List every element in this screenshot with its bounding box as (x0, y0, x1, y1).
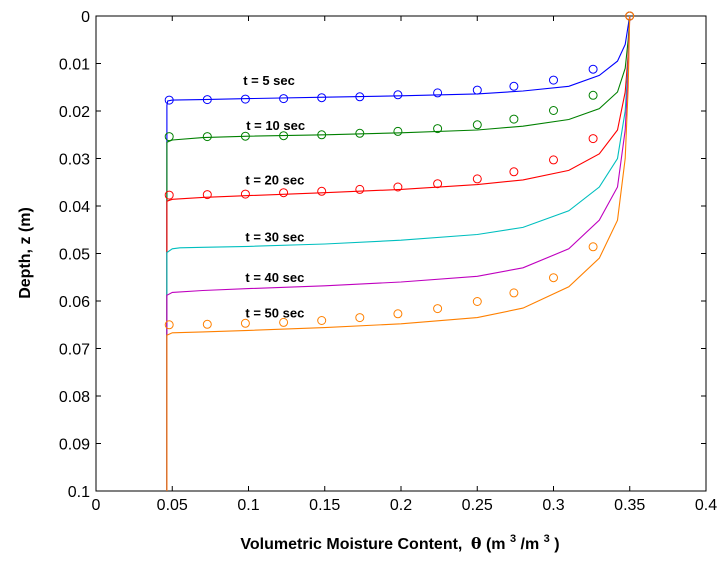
y-tick-label: 0.1 (68, 484, 90, 501)
series-1-marker (317, 93, 327, 103)
series-2-marker (202, 132, 212, 142)
x-axis-label-close: ) (554, 536, 559, 553)
x-axis-label-sup1: 3 (510, 533, 516, 545)
annotation-label-2: t = 10 sec (246, 118, 305, 133)
series-6-marker (433, 304, 443, 314)
series-2-marker (240, 131, 250, 141)
series-3-marker (472, 174, 482, 184)
series-3-marker (509, 167, 519, 177)
series-2-marker (393, 126, 403, 136)
series-3-marker (202, 190, 212, 200)
annotation-label-3: t = 20 sec (245, 173, 304, 188)
x-tick-label: 0.4 (695, 497, 717, 514)
series-1-marker (393, 90, 403, 100)
y-tick-label: 0.05 (59, 247, 90, 264)
x-tick-label: 0.15 (309, 497, 340, 514)
series-1-marker (164, 95, 174, 105)
y-tick-label: 0.09 (59, 437, 90, 454)
series-6-marker (279, 317, 289, 327)
y-tick-label: 0.08 (59, 389, 90, 406)
series-line-2 (166, 15, 631, 491)
series-2-marker (355, 128, 365, 138)
series-6-marker (164, 320, 174, 330)
y-tick-label: 0 (81, 9, 90, 26)
x-tick-label: 0.35 (614, 497, 645, 514)
series-3-marker (549, 155, 558, 165)
series-3-marker (393, 182, 403, 192)
series-1-marker (202, 95, 212, 105)
series-3-marker (588, 134, 598, 144)
series-2-marker (588, 90, 598, 100)
series-line-6 (166, 15, 631, 491)
y-tick-label: 0.07 (59, 342, 90, 359)
series-1-marker (588, 64, 598, 74)
x-axis-label-unit-open: (m (486, 536, 506, 553)
series-1-marker (549, 75, 558, 85)
series-line-1 (166, 15, 631, 491)
x-tick-label: 0.2 (390, 497, 412, 514)
y-axis-ticks: 0 0.01 0.02 0.03 0.04 0.05 0.06 0.07 0.08 0.09 0.1 (59, 9, 706, 501)
annotation-label-5: t = 40 sec (245, 270, 304, 285)
x-tick-label: 0.05 (157, 497, 188, 514)
series-3-marker (164, 190, 174, 200)
series-6-marker (588, 242, 598, 252)
series-markers (164, 11, 635, 330)
annotation-label-6: t = 50 sec (245, 306, 304, 321)
series-6-marker (240, 318, 250, 328)
series-annotations: t = 5 sec t = 10 sec t = 20 sec t = 30 sec t… (243, 73, 305, 321)
series-3-marker (433, 179, 443, 189)
series-line-5 (166, 15, 631, 491)
y-tick-label: 0.06 (59, 294, 90, 311)
series-3-marker (240, 189, 250, 199)
series-line-3 (166, 15, 631, 491)
series-2-marker (279, 131, 289, 141)
series-1-marker (509, 81, 519, 91)
annotation-label-1: t = 5 sec (243, 73, 295, 88)
y-tick-label: 0.01 (59, 57, 90, 74)
series-6-marker (625, 11, 635, 21)
series-1-marker (355, 92, 365, 102)
x-axis-label-sup2: 3 (544, 533, 550, 545)
plot-area (95, 15, 707, 492)
series-6-marker (393, 309, 403, 319)
series-3-marker (279, 188, 289, 198)
series-2-marker (164, 132, 174, 142)
annotation-label-4: t = 30 sec (245, 230, 304, 245)
series-3-marker (355, 184, 365, 194)
series-6-marker (202, 319, 212, 329)
x-axis-ticks: 0 0.05 0.1 0.15 0.2 0.25 0.3 0.35 0.4 (92, 16, 717, 514)
series-1-marker (279, 94, 289, 104)
x-axis-label-theta: θ (471, 534, 482, 553)
series-3-marker (317, 186, 327, 196)
y-tick-label: 0.04 (59, 199, 90, 216)
x-tick-label: 0 (92, 497, 101, 514)
x-axis-label-unit-mid: /m (521, 536, 540, 553)
y-tick-label: 0.02 (59, 104, 90, 121)
series-1-marker (433, 88, 443, 98)
series-2-marker (549, 106, 558, 115)
x-tick-label: 0.25 (462, 497, 493, 514)
x-axis-label-main: Volumetric Moisture Content, (240, 536, 462, 553)
series-2-marker (317, 130, 327, 140)
y-axis-label: Depth, z (m) (17, 207, 34, 299)
series-6-marker (549, 273, 558, 283)
x-axis-label: Volumetric Moisture Content, θ (m 3 /m 3… (240, 529, 559, 553)
series-6-marker (509, 288, 519, 298)
series-6-marker (472, 297, 482, 306)
series-lines (166, 15, 631, 491)
x-tick-label: 0.3 (542, 497, 564, 514)
x-tick-label: 0.1 (237, 497, 259, 514)
series-1-marker (240, 94, 250, 104)
series-2-marker (433, 124, 443, 134)
series-6-marker (355, 313, 365, 323)
series-2-marker (509, 114, 519, 124)
series-6-marker (317, 316, 327, 325)
series-1-marker (472, 85, 482, 95)
series-2-marker (472, 120, 482, 130)
series-line-4 (166, 15, 631, 491)
y-tick-label: 0.03 (59, 152, 90, 169)
